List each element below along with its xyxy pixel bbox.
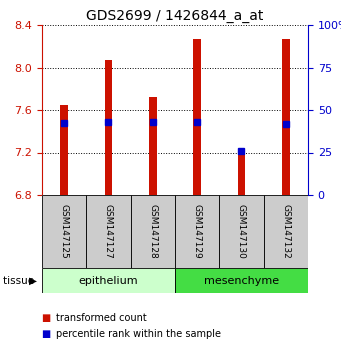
Text: GSM147130: GSM147130 (237, 204, 246, 259)
Text: GSM147125: GSM147125 (60, 204, 69, 259)
Text: GSM147128: GSM147128 (148, 204, 157, 259)
Title: GDS2699 / 1426844_a_at: GDS2699 / 1426844_a_at (86, 8, 264, 23)
Bar (42, 195, 86, 268)
Bar (219, 195, 264, 268)
Text: GSM147132: GSM147132 (281, 204, 290, 259)
Bar (175, 268, 308, 293)
Text: ■: ■ (42, 313, 54, 323)
Bar (60, 105, 68, 195)
Text: epithelium: epithelium (79, 275, 138, 285)
Bar (238, 150, 246, 195)
Bar (42, 268, 175, 293)
Bar (193, 39, 201, 195)
Text: tissue: tissue (3, 275, 38, 285)
Bar (86, 195, 131, 268)
Bar (131, 195, 175, 268)
Text: GSM147129: GSM147129 (193, 204, 202, 259)
Text: ■: ■ (42, 329, 54, 339)
Bar (282, 39, 290, 195)
Text: mesenchyme: mesenchyme (204, 275, 279, 285)
Bar (149, 97, 157, 195)
Bar (175, 195, 219, 268)
Text: percentile rank within the sample: percentile rank within the sample (56, 329, 221, 339)
Text: GSM147127: GSM147127 (104, 204, 113, 259)
Text: transformed count: transformed count (56, 313, 146, 323)
Bar (104, 60, 113, 195)
Bar (264, 195, 308, 268)
Text: ▶: ▶ (29, 275, 37, 285)
